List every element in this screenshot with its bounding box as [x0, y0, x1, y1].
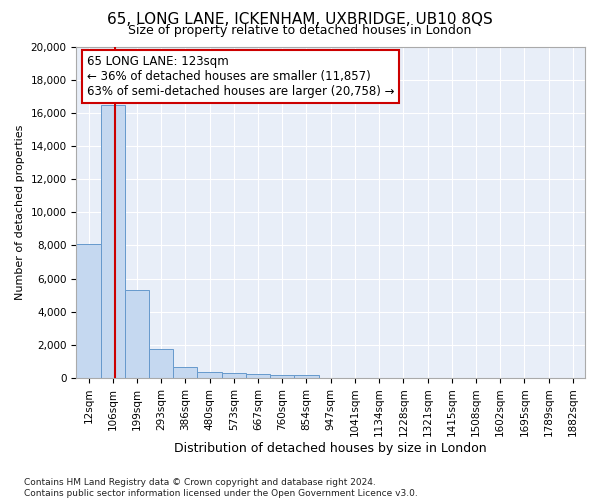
Text: 65 LONG LANE: 123sqm
← 36% of detached houses are smaller (11,857)
63% of semi-d: 65 LONG LANE: 123sqm ← 36% of detached h… [86, 55, 394, 98]
Bar [246, 374, 270, 378]
Text: Size of property relative to detached houses in London: Size of property relative to detached ho… [128, 24, 472, 37]
Bar [101, 104, 125, 378]
Bar [197, 372, 222, 378]
Bar [173, 367, 197, 378]
Bar [270, 374, 295, 378]
Bar [149, 349, 173, 378]
Text: 65, LONG LANE, ICKENHAM, UXBRIDGE, UB10 8QS: 65, LONG LANE, ICKENHAM, UXBRIDGE, UB10 … [107, 12, 493, 28]
Bar [222, 374, 246, 378]
Bar [125, 290, 149, 378]
Text: Contains HM Land Registry data © Crown copyright and database right 2024.
Contai: Contains HM Land Registry data © Crown c… [24, 478, 418, 498]
Bar [76, 244, 101, 378]
Y-axis label: Number of detached properties: Number of detached properties [15, 124, 25, 300]
Bar [295, 376, 319, 378]
X-axis label: Distribution of detached houses by size in London: Distribution of detached houses by size … [175, 442, 487, 455]
